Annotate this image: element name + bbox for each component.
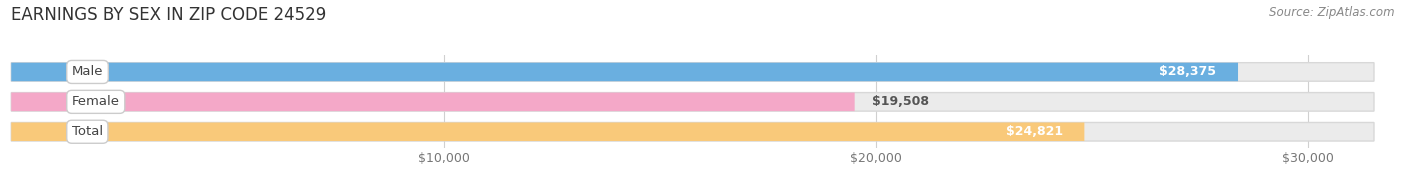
FancyBboxPatch shape [11,63,1239,81]
Text: EARNINGS BY SEX IN ZIP CODE 24529: EARNINGS BY SEX IN ZIP CODE 24529 [11,6,326,24]
FancyBboxPatch shape [11,93,855,111]
FancyBboxPatch shape [11,93,1374,111]
Text: $19,508: $19,508 [872,95,929,108]
FancyBboxPatch shape [11,63,1374,81]
Text: Total: Total [72,125,103,138]
Text: Source: ZipAtlas.com: Source: ZipAtlas.com [1270,6,1395,19]
Text: $28,375: $28,375 [1160,66,1216,78]
Text: Male: Male [72,66,103,78]
FancyBboxPatch shape [11,122,1374,141]
FancyBboxPatch shape [11,122,1084,141]
Text: $24,821: $24,821 [1005,125,1063,138]
Text: Female: Female [72,95,120,108]
